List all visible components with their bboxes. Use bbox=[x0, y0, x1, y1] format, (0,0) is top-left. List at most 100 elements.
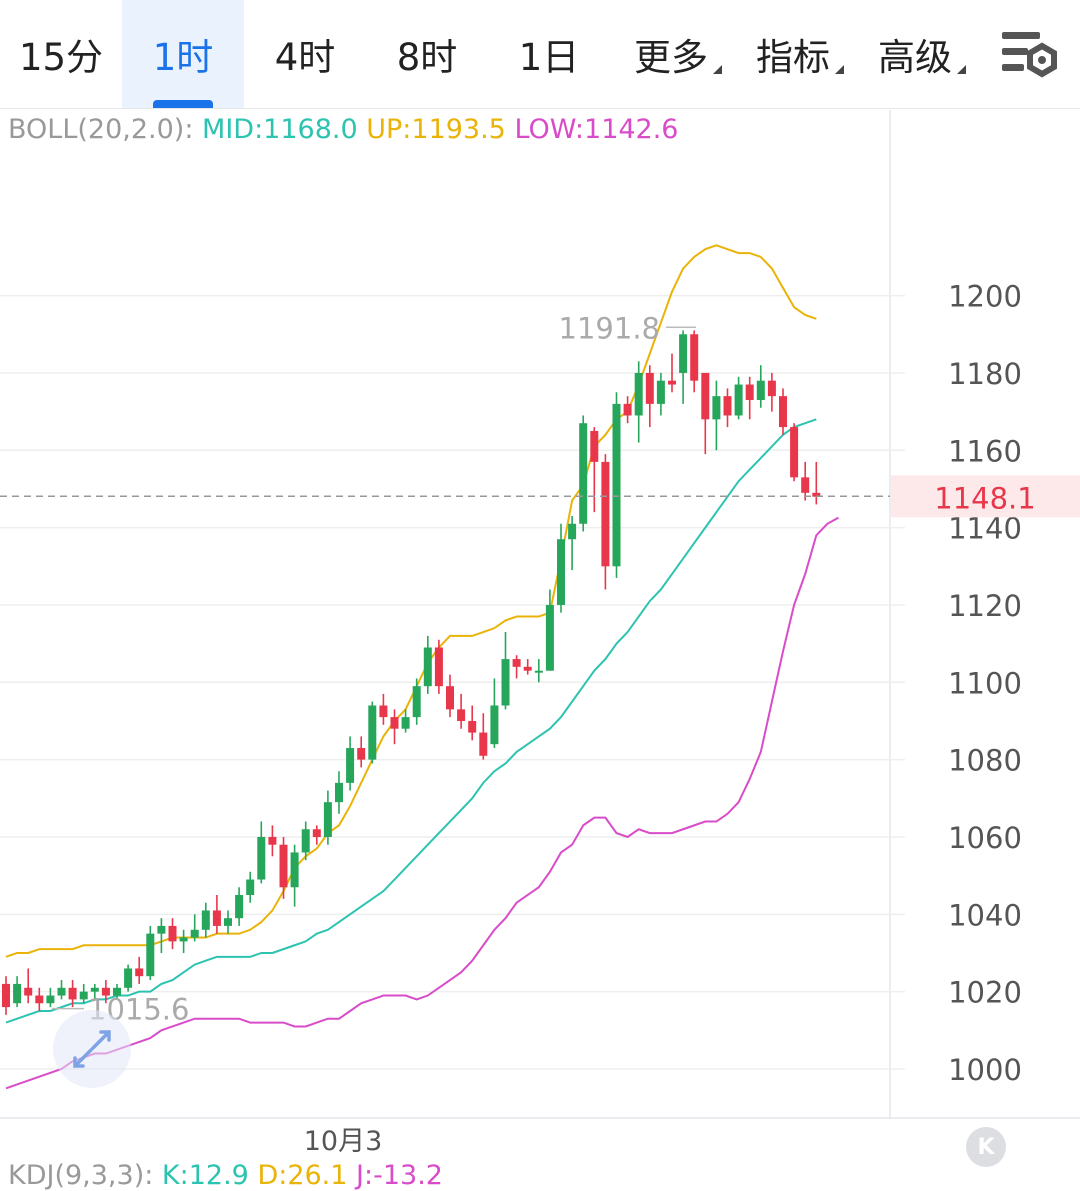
candle-body bbox=[601, 461, 610, 567]
candle-body bbox=[90, 987, 99, 992]
candle-body bbox=[390, 717, 399, 729]
tab-label: 4时 bbox=[274, 36, 336, 79]
candle-body bbox=[13, 983, 22, 1004]
candle-body bbox=[479, 732, 488, 756]
kdj-legend: KDJ(9,3,3): K:12.9 D:26.1 J:-13.2 bbox=[8, 1160, 443, 1191]
candle-body bbox=[357, 748, 366, 760]
kdj-j-value: J:-13.2 bbox=[356, 1160, 443, 1191]
chart-settings-icon[interactable] bbox=[996, 20, 1066, 90]
kdj-name: KDJ(9,3,3): bbox=[8, 1160, 154, 1191]
tab-label: 1时 bbox=[152, 36, 214, 79]
boll-low-value: LOW:1142.6 bbox=[514, 114, 679, 145]
tab-2[interactable]: 4时 bbox=[244, 0, 366, 108]
y-tick-label: 1020 bbox=[948, 976, 1022, 1010]
tab-6[interactable]: 指标 bbox=[732, 0, 854, 108]
candle-body bbox=[612, 403, 621, 567]
y-tick-label: 1080 bbox=[948, 744, 1022, 778]
tab-label: 1日 bbox=[518, 36, 580, 79]
dropdown-caret-icon bbox=[957, 65, 966, 74]
candle-body bbox=[423, 647, 432, 687]
boll-up-value: UP:1193.5 bbox=[366, 114, 506, 145]
candle-body bbox=[512, 659, 521, 667]
x-tick-label: 10月3 bbox=[304, 1126, 383, 1157]
candle-body bbox=[756, 380, 765, 401]
dropdown-caret-icon bbox=[835, 65, 844, 74]
candle-body bbox=[35, 995, 44, 1004]
candle-body bbox=[446, 686, 454, 710]
tab-label: 更多 bbox=[634, 36, 708, 79]
boll-lower-line bbox=[5, 516, 839, 1090]
collapse-indicator-button[interactable]: K bbox=[966, 1127, 1006, 1167]
candle-body bbox=[190, 929, 199, 938]
candle-body bbox=[801, 477, 810, 493]
y-tick-label: 1040 bbox=[948, 898, 1022, 932]
candle-body bbox=[46, 995, 55, 1004]
candle-body bbox=[723, 396, 732, 416]
y-tick-label: 1100 bbox=[948, 666, 1022, 700]
kdj-k-value: K:12.9 bbox=[161, 1160, 249, 1191]
candle-body bbox=[379, 705, 388, 718]
candle-body bbox=[290, 852, 299, 888]
candle-body bbox=[224, 918, 232, 926]
candle-body bbox=[412, 686, 421, 718]
candle-body bbox=[257, 836, 266, 880]
boll-mid-value: MID:1168.0 bbox=[202, 114, 358, 145]
candle-body bbox=[57, 987, 66, 996]
candle-body bbox=[346, 748, 355, 783]
candle-body bbox=[656, 380, 665, 404]
tab-5[interactable]: 更多 bbox=[610, 0, 732, 108]
expand-icon bbox=[73, 1030, 111, 1068]
candle-body bbox=[179, 937, 188, 942]
candle-body bbox=[68, 987, 77, 1000]
candle-body bbox=[301, 829, 310, 853]
candle-body bbox=[545, 604, 554, 671]
tab-3[interactable]: 8时 bbox=[366, 0, 488, 108]
candle-body bbox=[779, 396, 787, 428]
candle-body bbox=[268, 836, 277, 845]
candle-body bbox=[468, 720, 477, 733]
collapse-icon: K bbox=[977, 1134, 995, 1160]
boll-upper-line bbox=[5, 244, 817, 958]
candle-body bbox=[679, 334, 688, 373]
candle-body bbox=[668, 380, 676, 385]
candle-body bbox=[235, 894, 244, 919]
candle-body bbox=[745, 384, 754, 401]
candle-body bbox=[146, 933, 155, 977]
candle-body bbox=[590, 430, 599, 462]
tab-1[interactable]: 1时 bbox=[122, 0, 244, 108]
tab-label: 指标 bbox=[756, 36, 830, 79]
current-price-label: 1148.1 bbox=[934, 481, 1035, 515]
boll-mid-line bbox=[5, 418, 817, 1024]
candle-body bbox=[568, 523, 577, 540]
active-tab-indicator bbox=[153, 100, 213, 108]
boll-legend: BOLL(20,2.0): MID:1168.0 UP:1193.5 LOW:1… bbox=[8, 114, 679, 145]
candle-body bbox=[812, 492, 821, 497]
tab-0[interactable]: 15分 bbox=[0, 0, 122, 108]
candle-body bbox=[623, 403, 632, 416]
candle-body bbox=[201, 910, 210, 930]
candle-body bbox=[323, 802, 332, 837]
candle-body bbox=[434, 647, 443, 687]
candle-body bbox=[734, 384, 743, 416]
expand-chart-button[interactable] bbox=[53, 1010, 131, 1088]
candle-body bbox=[124, 968, 133, 988]
candle-body bbox=[24, 987, 33, 996]
candle-body bbox=[634, 372, 643, 416]
candle-body bbox=[279, 844, 288, 888]
candle-body bbox=[368, 705, 377, 760]
candle-body bbox=[767, 380, 776, 397]
candle-body bbox=[335, 782, 343, 803]
candle-body bbox=[2, 983, 10, 1008]
current-price-tag bbox=[891, 475, 1080, 518]
candle-body bbox=[645, 372, 654, 404]
dropdown-caret-icon bbox=[713, 65, 722, 74]
tab-4[interactable]: 1日 bbox=[488, 0, 610, 108]
candle-body bbox=[246, 879, 255, 895]
tab-7[interactable]: 高级 bbox=[854, 0, 976, 108]
y-tick-label: 1160 bbox=[948, 434, 1022, 468]
candle-body bbox=[212, 910, 221, 926]
candle-body bbox=[312, 829, 321, 837]
high-price-label: 1191.8 bbox=[559, 311, 660, 345]
candle-body bbox=[557, 539, 565, 605]
